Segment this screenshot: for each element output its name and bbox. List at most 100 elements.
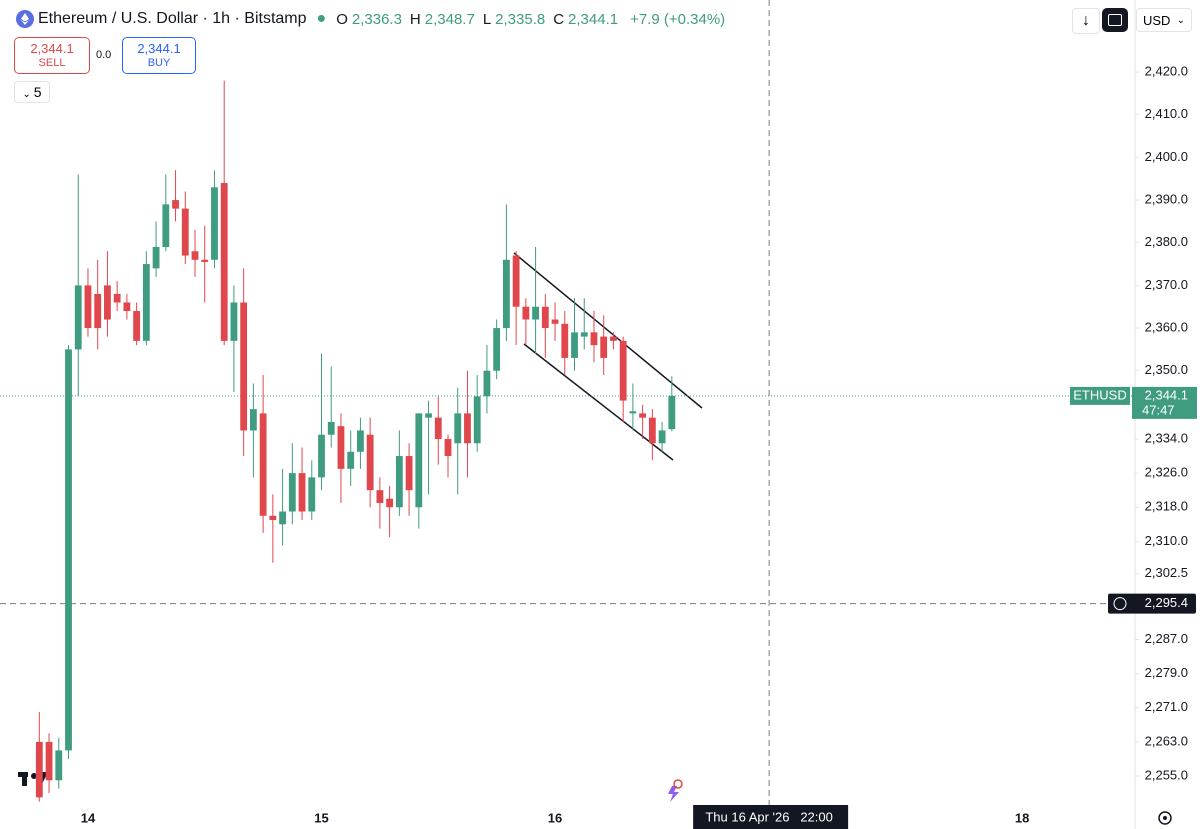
candle-body (512, 255, 520, 307)
ohlc-value: 2,344.1 (568, 10, 619, 28)
ohlc-key: O (336, 10, 348, 28)
candle-body (580, 332, 588, 337)
x-tick-label: 15 (314, 810, 328, 825)
channel-line (513, 252, 703, 409)
candle-body (181, 208, 189, 256)
tv-logo (18, 772, 48, 786)
y-tick-label: 2,420.0 (1145, 64, 1188, 79)
candle-body (279, 511, 286, 525)
y-tick-label: 2,400.0 (1145, 149, 1188, 164)
y-tick-label: 2,326.0 (1145, 465, 1188, 480)
y-tick-label: 2,310.0 (1145, 533, 1188, 548)
symbol-tag: ETHUSD (1073, 387, 1126, 402)
indicator-toggle[interactable]: ⌄ 5 (14, 81, 50, 103)
candle-body (571, 332, 578, 358)
y-tick-label: 2,370.0 (1145, 277, 1188, 292)
candle-body (639, 413, 647, 418)
candle-body (259, 413, 267, 516)
fullscreen-button[interactable] (1102, 8, 1128, 32)
candle-body (94, 293, 102, 329)
indicator-count: 5 (33, 84, 42, 100)
candle-body (386, 498, 394, 508)
candle-body (610, 336, 617, 341)
last-price-label: 2,344.1 (1145, 387, 1188, 402)
candle-body (541, 306, 549, 329)
candle-body (347, 451, 355, 469)
candle-body (454, 413, 462, 444)
candle-body (444, 438, 452, 457)
candle-body (308, 477, 316, 512)
candle-body (133, 310, 141, 341)
y-tick-label: 2,318.0 (1145, 499, 1188, 514)
candle-body (473, 396, 481, 444)
settings-icon[interactable] (1158, 811, 1172, 825)
candle-body (240, 302, 248, 431)
candle-body (619, 340, 627, 401)
candle-body (35, 741, 43, 798)
candle-body (668, 395, 676, 430)
assistant-icon[interactable] (668, 779, 683, 802)
add-alert-icon[interactable] (1113, 597, 1127, 611)
y-tick-label: 2,271.0 (1145, 699, 1188, 714)
x-tick-label: 14 (81, 810, 96, 825)
currency-select[interactable]: USD ⌄ (1136, 8, 1192, 32)
candle-body (123, 302, 131, 311)
status-dot: ● (316, 10, 327, 27)
x-tick-label: 16 (548, 810, 562, 825)
y-tick-label: 2,255.0 (1145, 767, 1188, 782)
candle-body (113, 293, 121, 303)
buy-label: BUY (147, 57, 171, 69)
spread: 0.0 (96, 49, 112, 61)
candle-body (152, 247, 160, 269)
candle-body (366, 434, 374, 491)
candle-body (658, 430, 666, 444)
candle-body (191, 251, 199, 260)
crosshair-x-tag-bg (693, 805, 849, 829)
ohlc-key: H (409, 10, 421, 28)
candle-body (376, 490, 384, 503)
currency: USD (1143, 13, 1171, 28)
ohlc-values: O 2,336.3 H 2,348.7 L 2,335.8 C 2,344.1 (336, 11, 622, 28)
download-button[interactable]: ↓ (1072, 8, 1100, 34)
change: +7.9 (+0.34%) (630, 10, 726, 28)
x-tick-label: 18 (1015, 810, 1029, 825)
y-tick-label: 2,287.0 (1145, 631, 1188, 646)
candle-body (104, 285, 111, 320)
candle-body (561, 323, 569, 358)
candle-body (337, 426, 345, 469)
sell-button[interactable]: 2,344.1 SELL (14, 37, 90, 74)
y-tick-label: 2,334.0 (1145, 430, 1188, 445)
symbol-title[interactable]: Ethereum / U.S. Dollar · 1h · Bitstamp (38, 10, 307, 27)
sell-price: 2,344.1 (30, 41, 74, 56)
candle-body (648, 417, 656, 444)
y-tick-label: 2,360.0 (1145, 320, 1188, 335)
candle-body (551, 319, 559, 324)
candle-body (318, 434, 325, 478)
candle-body (590, 332, 598, 346)
candle-body (425, 413, 432, 418)
crosshair-y-tag-bg (1108, 593, 1196, 614)
candle-body (483, 370, 491, 397)
candle-body (405, 456, 413, 491)
ohlc-key: L (482, 10, 492, 28)
ohlc-value: 2,348.7 (424, 10, 475, 28)
y-tick-label: 2,263.0 (1145, 733, 1188, 748)
candle-body (249, 409, 257, 431)
candle-body (327, 421, 335, 435)
y-tick-label: 2,302.5 (1145, 565, 1188, 580)
candle-body (395, 456, 403, 508)
y-tick-label: 2,380.0 (1145, 234, 1188, 249)
ohlc-value: 2,336.3 (351, 10, 402, 28)
candle-body (493, 328, 501, 371)
candle-body (434, 417, 442, 439)
symbol-tag-bg (1070, 386, 1130, 405)
last-price-tag-bg (1132, 386, 1197, 419)
candle-body (220, 183, 228, 341)
candle-body (298, 473, 306, 512)
buy-button[interactable]: 2,344.1 BUY (122, 37, 196, 74)
eth-logo (16, 10, 34, 28)
candle-body (415, 413, 423, 508)
candle-body (230, 302, 238, 341)
